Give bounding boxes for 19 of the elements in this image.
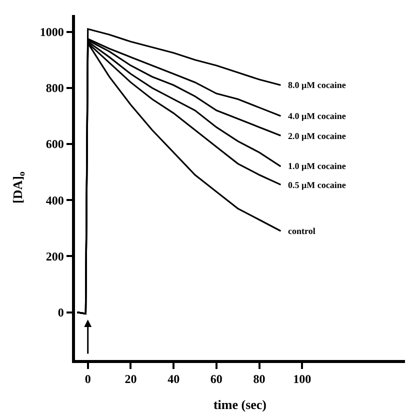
- series-label: control: [288, 226, 316, 236]
- x-tick-label: 0: [84, 372, 91, 386]
- series-label: 8.0 μM cocaine: [288, 80, 346, 90]
- x-tick-label: 60: [210, 372, 222, 386]
- series-label: 0.5 μM cocaine: [288, 180, 346, 190]
- y-tick-label: 200: [46, 249, 64, 264]
- x-axis-title: time (sec): [213, 396, 267, 412]
- x-tick-label: 20: [124, 372, 137, 386]
- x-tick-label: 80: [253, 372, 266, 386]
- y-tick-label: 1000: [40, 25, 64, 40]
- y-tick-label: 600: [46, 137, 64, 152]
- series-label: 1.0 μM cocaine: [288, 161, 346, 171]
- series-label: 4.0 μM cocaine: [288, 111, 346, 121]
- y-tick-label: 0: [58, 306, 64, 320]
- y-tick-label: 400: [46, 193, 64, 208]
- y-tick-label: 800: [46, 81, 64, 96]
- x-tick-label: 40: [168, 372, 180, 386]
- series-label: 2.0 μM cocaine: [288, 131, 346, 141]
- x-tick-label: 100: [293, 372, 312, 386]
